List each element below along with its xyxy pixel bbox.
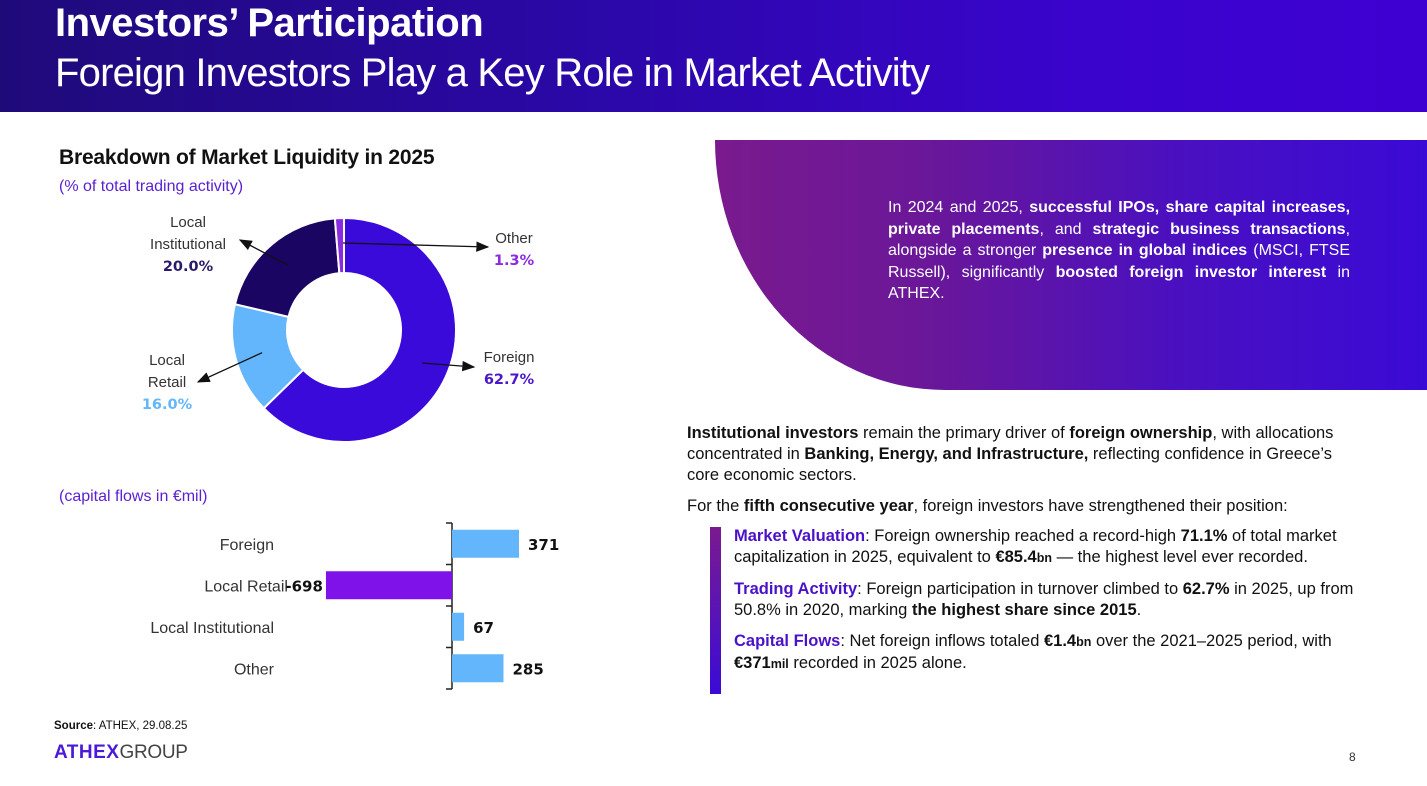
slice-label-other: Other xyxy=(495,230,533,247)
bullet-capital-flows: Capital Flows: Net foreign inflows total… xyxy=(734,631,1384,675)
bullet-text: over the 2021–2025 period, with xyxy=(1091,632,1332,650)
leader-arrow-other xyxy=(342,241,490,252)
panel-text: (MSCI, FTSE Russell), significantly xyxy=(888,242,1350,281)
bullet-label: Trading Activity xyxy=(734,580,858,598)
panel-emphasis: strategic business transactions xyxy=(1092,220,1346,238)
leader-arrow-local-retail xyxy=(196,352,263,383)
slice-label-foreign: Foreign xyxy=(484,349,535,366)
panel-text: In 2024 and 2025, xyxy=(888,199,1030,216)
para1-text: remain the primary driver of xyxy=(858,424,1070,442)
bullet-text: : Foreign ownership reached a record-hig… xyxy=(865,527,1181,545)
bar-other xyxy=(452,654,504,683)
fifth-year-paragraph: For the fifth consecutive year, foreign … xyxy=(687,496,1387,517)
bullet-emphasis: 71.1% xyxy=(1180,527,1228,545)
slice-label-local-retail: Retail xyxy=(148,374,186,391)
source-note: Source: ATHEX, 29.08.25 xyxy=(54,720,187,732)
slice-value-other: 1.3% xyxy=(494,253,535,269)
bullet-emphasis: €85.4 xyxy=(995,548,1037,566)
panel-emphasis: boosted foreign investor interest xyxy=(1055,263,1327,281)
bar-value-label: 371 xyxy=(528,536,559,554)
page-subtitle: Foreign Investors Play a Key Role in Mar… xyxy=(55,51,930,95)
para1-text: reflecting confidence in Greece’s core e… xyxy=(687,445,1333,484)
page-number: 8 xyxy=(1349,750,1356,764)
panel-text: , and xyxy=(1039,220,1093,238)
para1-emphasis: foreign ownership xyxy=(1069,424,1213,442)
donut-slice-other xyxy=(333,216,345,275)
source-text: : ATHEX, 29.08.25 xyxy=(93,720,188,732)
para2-emphasis: fifth consecutive year xyxy=(743,497,914,515)
leader-arrow-local-institutional xyxy=(238,239,289,267)
slice-label-local-institutional: Institutional xyxy=(150,236,226,253)
bar-category-label: Local Retail xyxy=(204,578,288,595)
para1-emphasis: Banking, Energy, and Infrastructure, xyxy=(804,445,1089,463)
bullet-text: : Net foreign inflows totaled xyxy=(840,632,1044,650)
bar-foreign xyxy=(452,529,519,558)
bullet-text: in 2025, up from 50.8% in 2020, marking xyxy=(734,580,1354,619)
bar-category-label: Local Institutional xyxy=(150,620,274,637)
panel-emphasis: presence in global indices xyxy=(1042,242,1248,259)
bullet-label: Capital Flows xyxy=(734,632,841,650)
bar-value-label: -698 xyxy=(285,577,323,595)
highlight-panel xyxy=(715,140,1427,390)
logo-primary: ATHEX xyxy=(54,742,120,763)
bullet-trading-activity: Trading Activity: Foreign participation … xyxy=(734,579,1384,621)
bullet-label: Market Valuation xyxy=(734,527,866,545)
bar-value-label: 285 xyxy=(512,660,543,678)
bullet-text: of total market capitalization in 2025, … xyxy=(734,527,1337,566)
bullet-emphasis: €1.4 xyxy=(1043,632,1077,650)
bar-chart-subtitle: (capital flows in €mil) xyxy=(59,488,208,505)
bar-local-institutional xyxy=(452,612,465,641)
bar-category-label: Foreign xyxy=(220,537,274,554)
bullet-emphasis: mil xyxy=(770,657,789,671)
para2-text: For the xyxy=(687,497,744,515)
athex-group-logo: ATHEXGROUP xyxy=(54,742,188,764)
bullet-emphasis: the highest share since 2015 xyxy=(911,601,1137,619)
leader-arrow-foreign xyxy=(422,360,476,372)
bullet-emphasis: 62.7% xyxy=(1182,580,1230,598)
bar-value-label: 67 xyxy=(473,619,494,637)
slice-value-local-institutional: 20.0% xyxy=(163,259,214,275)
panel-text: in ATHEX. xyxy=(888,263,1351,303)
slice-value-local-retail: 16.0% xyxy=(142,397,193,413)
bullet-emphasis: bn xyxy=(1076,635,1092,649)
para2-text: , foreign investors have strengthened th… xyxy=(913,497,1288,515)
para1-emphasis: Institutional investors xyxy=(687,424,859,442)
page-title: Investors’ Participation xyxy=(55,1,484,45)
bar-local-retail xyxy=(325,571,452,600)
header-banner: Investors’ Participation Foreign Investo… xyxy=(0,0,1427,112)
bullet-market-valuation: Market Valuation: Foreign ownership reac… xyxy=(734,526,1384,569)
logo-secondary: GROUP xyxy=(119,742,188,763)
liquidity-donut-chart: Foreign 62.7% Local Retail 16.0% Local Institu… xyxy=(142,214,535,443)
bullet-accent-bar xyxy=(710,527,721,694)
slice-value-foreign: 62.7% xyxy=(484,372,535,388)
bullet-text: — the highest level ever recorded. xyxy=(1052,548,1308,566)
key-points-list: Market Valuation: Foreign ownership reac… xyxy=(734,526,1384,685)
bullet-text: . xyxy=(1136,601,1142,619)
bar-category-label: Other xyxy=(234,661,275,678)
institutional-investors-paragraph: Institutional investors remain the prima… xyxy=(687,423,1337,486)
slice-label-local-retail: Local xyxy=(149,352,185,369)
donut-chart-subtitle: (% of total trading activity) xyxy=(59,178,244,195)
donut-chart-title: Breakdown of Market Liquidity in 2025 xyxy=(59,146,435,169)
bullet-text: : Foreign participation in turnover clim… xyxy=(857,580,1183,598)
para1-text: , with allocations concentrated in xyxy=(687,424,1334,463)
highlight-panel-text: In 2024 and 2025, successful IPOs, share… xyxy=(888,197,1350,305)
donut-slice-foreign xyxy=(262,216,457,443)
bullet-emphasis: €371 xyxy=(734,654,771,672)
bullet-emphasis: bn xyxy=(1036,551,1053,565)
panel-emphasis: successful IPOs, share capital increases… xyxy=(888,199,1351,238)
slice-label-local-institutional: Local xyxy=(170,214,206,231)
bullet-text: recorded in 2025 alone. xyxy=(788,654,967,672)
panel-text: , alongside a stronger xyxy=(888,220,1351,260)
source-label: Source xyxy=(54,720,93,732)
capital-flows-bar-chart: Foreign 371 Local Retail-698 Local Institut… xyxy=(150,522,559,690)
